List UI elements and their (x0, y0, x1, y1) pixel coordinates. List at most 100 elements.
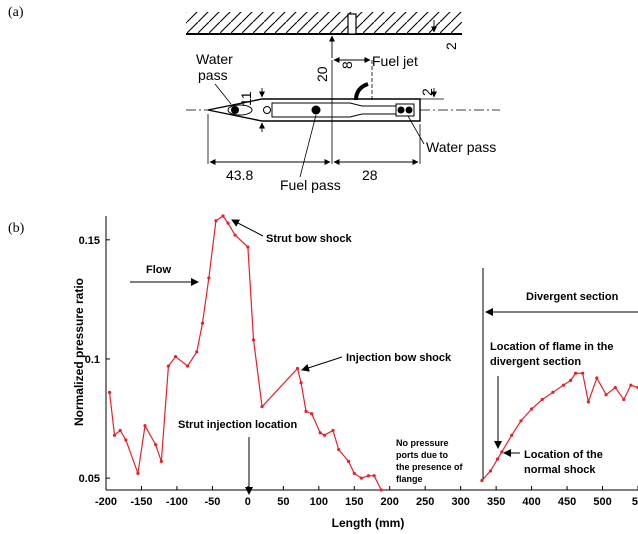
y-axis-title: Normalized pressure ratio (72, 278, 86, 426)
data-point (246, 245, 250, 249)
data-point (173, 354, 178, 359)
data-point (159, 459, 163, 464)
data-point (379, 488, 383, 492)
wall-injector-port (347, 13, 357, 35)
data-point (337, 447, 341, 452)
arrow-injection-bow-shock (301, 356, 343, 372)
data-point (561, 383, 566, 387)
data-point (200, 321, 205, 325)
x-tick-label: 200 (381, 496, 399, 508)
dim-20: 20 (314, 66, 330, 82)
data-point (318, 431, 322, 435)
water-pass-dot-right-2 (405, 106, 413, 114)
x-tick-label: 100 (310, 496, 328, 508)
annot-flow: Flow (146, 264, 171, 276)
pressure-chart: (b) -200 -150 -100 -50 0 50 100 150 200 250 300 350… (8, 214, 638, 530)
data-point (226, 221, 230, 225)
y-tick-label: 0.05 (79, 473, 100, 485)
leader-water-right (407, 115, 425, 145)
data-point (112, 433, 117, 437)
data-point (551, 390, 555, 394)
x-tick-label: -50 (204, 496, 220, 508)
water-pass-right-label: Water pass (426, 139, 496, 155)
data-point (260, 405, 264, 409)
data-point (346, 459, 351, 464)
data-point (221, 214, 225, 218)
x-tick-label: 250 (416, 496, 434, 508)
data-point (530, 407, 534, 411)
water-pass-dot-right-1 (397, 106, 405, 114)
water-pass-dot (231, 106, 239, 114)
data-point (136, 471, 140, 475)
data-point (519, 419, 523, 423)
data-point (581, 371, 585, 375)
dim-2-top: 2 (443, 42, 459, 50)
strut-schematic: (a) (8, 5, 500, 193)
annot-no-ports-3: the presence of (396, 462, 464, 472)
annot-no-ports-2: ports due to (396, 450, 448, 460)
leader-fuel-pass (299, 114, 317, 178)
data-point (310, 412, 314, 416)
annot-normal-shock-2: normal shock (524, 464, 596, 476)
data-point (251, 338, 256, 342)
x-tick-label: 500 (593, 496, 611, 508)
data-point (107, 390, 112, 394)
data-point (331, 428, 335, 433)
data-point (372, 474, 376, 478)
data-point (214, 219, 218, 223)
x-tick-label: 450 (558, 496, 576, 508)
y-tick-label: 0.15 (79, 235, 100, 247)
annot-no-ports-4: flange (396, 474, 423, 484)
x-ticks: -200 -150 -100 -50 0 50 100 150 200 250 300 350 400 4… (95, 486, 638, 508)
data-point (540, 397, 544, 402)
data-point (510, 433, 514, 437)
data-point (299, 381, 303, 385)
data-point (586, 400, 590, 404)
water-pass-left-label: Water pass (196, 51, 237, 83)
data-point (154, 443, 158, 447)
x-tick-label: 0 (245, 496, 251, 508)
x-tick-label: 50 (277, 496, 289, 508)
data-point (207, 276, 211, 280)
x-tick-label: -150 (130, 496, 152, 508)
data-point (488, 469, 493, 473)
arrow-strut-bow-shock (231, 219, 264, 237)
x-tick-label: 55 (632, 496, 638, 508)
data-point (295, 366, 300, 371)
fuel-jet-label: Fuel jet (372, 53, 418, 69)
data-point (118, 428, 122, 433)
x-tick-label: 350 (487, 496, 505, 508)
annot-strut-injection: Strut injection location (178, 419, 297, 431)
annot-divergent-section: Divergent section (526, 291, 619, 303)
data-point (352, 471, 356, 475)
dim-28: 28 (362, 167, 378, 183)
x-tick-label: -100 (166, 496, 188, 508)
data-point (322, 433, 327, 437)
data-point (500, 450, 504, 454)
series-points (107, 214, 638, 492)
y-ticks: 0.05 0.1 0.15 (79, 235, 110, 485)
data-point (195, 350, 199, 354)
x-tick-label: 300 (451, 496, 469, 508)
data-point (569, 378, 573, 382)
data-point (185, 364, 190, 368)
x-tick-label: 150 (345, 496, 363, 508)
leader-water-left (214, 83, 232, 105)
annot-no-ports-1: No pressure (396, 438, 449, 448)
data-point (604, 393, 608, 397)
y-tick-label: 0.1 (85, 354, 100, 366)
dim-11: 11 (238, 91, 254, 106)
small-hole (263, 106, 271, 114)
water-pass-left-word-2: pass (198, 67, 228, 83)
data-point (304, 409, 308, 413)
data-point (622, 397, 626, 402)
data-point (359, 476, 363, 480)
water-pass-left-word-1: Water (196, 51, 233, 67)
data-point (495, 457, 500, 461)
dim-8: 8 (339, 61, 355, 69)
data-point (143, 424, 147, 428)
x-tick-label: 400 (522, 496, 540, 508)
data-point (233, 233, 237, 237)
dim-43-8: 43.8 (226, 167, 253, 183)
